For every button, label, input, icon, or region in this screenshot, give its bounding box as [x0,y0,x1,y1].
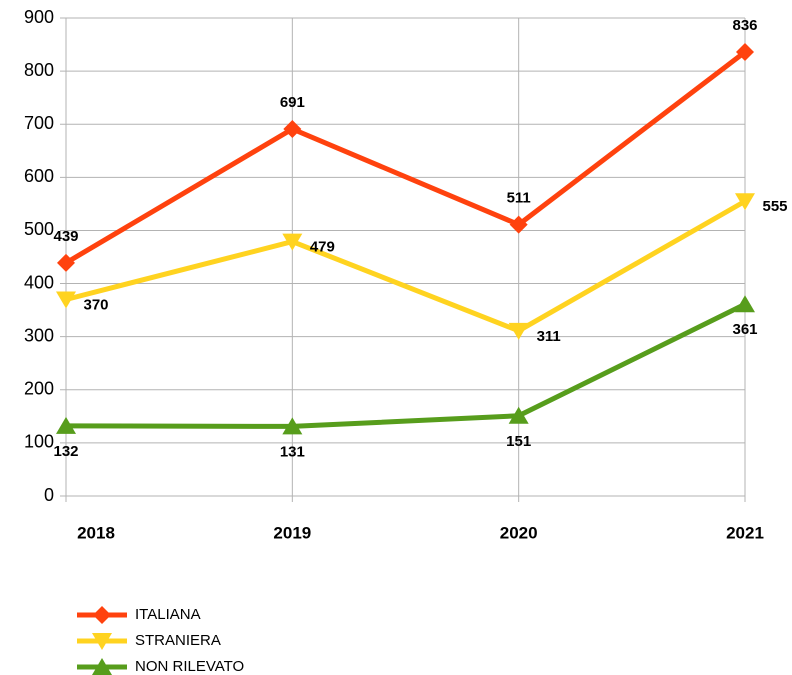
data-label: 479 [310,239,335,256]
x-tick-label: 2020 [500,523,538,542]
data-label: 370 [83,296,108,313]
legend-label: ITALIANA [135,606,201,623]
series-line [65,199,747,334]
data-label: 691 [280,94,305,111]
y-tick-label: 0 [44,485,54,505]
y-tick-label: 600 [24,166,54,186]
data-label: 311 [537,328,561,345]
marker [56,291,76,309]
x-tick-label: 2018 [77,523,115,542]
y-tick-label: 100 [24,432,54,452]
y-tick-label: 400 [24,272,54,292]
data-label: 555 [762,198,787,215]
legend-label: STRANIERA [135,632,221,649]
data-label: 439 [53,228,78,245]
legend-label: NON RILEVATO [135,658,244,675]
marker [509,215,528,234]
marker [736,42,754,61]
data-label: 511 [507,190,531,207]
marker [56,416,76,434]
y-tick-label: 500 [24,219,54,239]
data-label: 151 [506,433,531,450]
x-tick-label: 2021 [726,523,764,542]
x-tick-label: 2019 [273,523,311,542]
y-tick-label: 800 [24,60,54,80]
series-line [64,50,747,265]
marker [283,120,302,139]
y-tick-label: 200 [24,379,54,399]
marker [282,417,303,435]
data-label: 361 [732,321,757,338]
marker [92,658,112,675]
series-line [65,302,747,429]
marker [93,606,111,624]
marker [508,322,529,340]
marker [57,253,75,272]
data-label: 132 [53,443,78,460]
marker [92,633,112,650]
marker [735,295,755,313]
marker [282,233,303,251]
y-tick-label: 300 [24,325,54,345]
data-label: 836 [732,17,757,34]
marker [735,193,755,211]
marker [508,406,529,424]
data-label: 131 [280,443,305,460]
y-tick-label: 700 [24,113,54,133]
y-tick-label: 900 [24,7,54,27]
